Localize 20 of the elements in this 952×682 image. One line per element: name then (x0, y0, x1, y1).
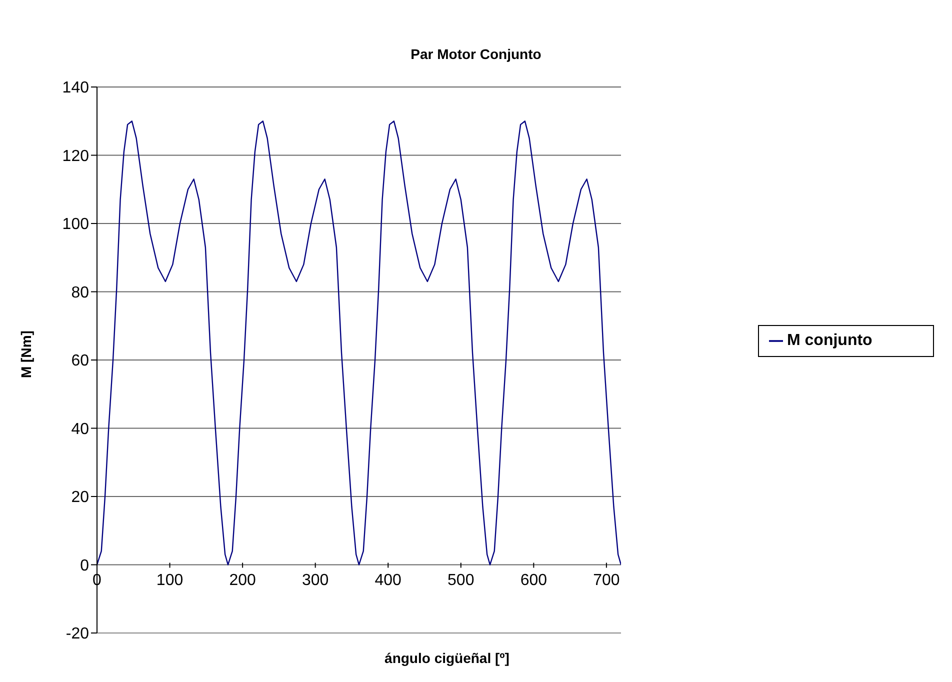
x-axis-title: ángulo cigüeñal [º] (384, 650, 510, 666)
chart-title: Par Motor Conjunto (410, 46, 542, 62)
y-tick-label: 100 (62, 216, 90, 234)
x-tick-label: 200 (229, 572, 256, 589)
y-tick-label: 60 (71, 352, 90, 370)
x-tick-label: 100 (156, 572, 184, 589)
x-tick-label: 300 (302, 572, 329, 589)
legend-label: M conjunto (787, 332, 872, 349)
y-tick-label: 140 (62, 80, 90, 97)
y-tick-label: 20 (71, 489, 90, 506)
x-tick-label: 700 (593, 572, 620, 589)
x-tick-label: 500 (448, 572, 474, 589)
y-tick-label: 120 (62, 148, 90, 165)
x-tick-label: 600 (520, 572, 548, 589)
y-tick-label: -20 (66, 626, 90, 643)
x-tick-label: 400 (374, 572, 402, 589)
y-tick-label: 0 (80, 557, 90, 574)
y-tick-label: 80 (71, 284, 90, 302)
y-axis-title: M [Nm] (18, 330, 34, 378)
y-tick-label: 40 (71, 420, 90, 438)
